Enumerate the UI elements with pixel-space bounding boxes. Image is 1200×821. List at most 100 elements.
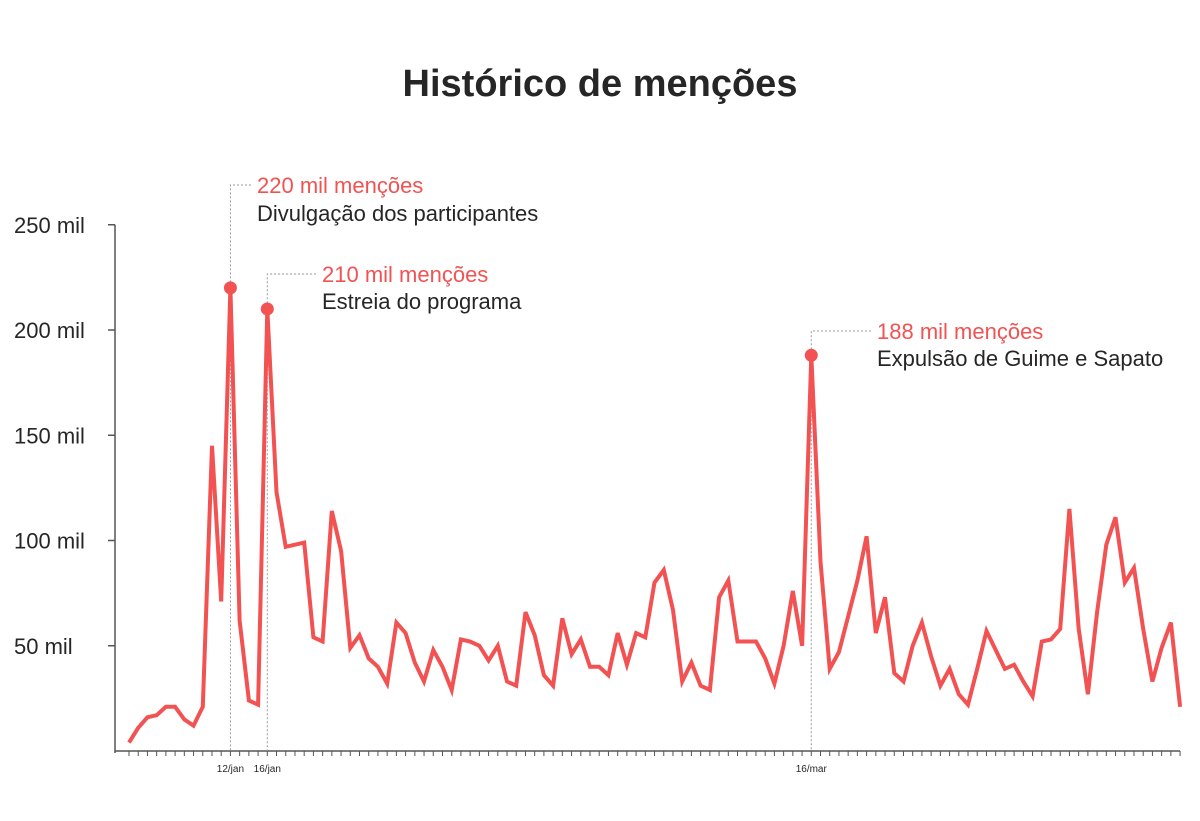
data-point bbox=[819, 560, 822, 563]
data-point bbox=[1059, 627, 1062, 630]
data-point bbox=[736, 640, 739, 643]
data-point bbox=[782, 644, 785, 647]
data-point bbox=[1040, 640, 1043, 643]
data-point bbox=[506, 680, 509, 683]
data-point bbox=[865, 535, 868, 538]
data-point bbox=[358, 634, 361, 637]
data-point bbox=[257, 703, 260, 706]
data-point bbox=[155, 714, 158, 717]
data-point bbox=[1123, 581, 1126, 584]
y-tick-label: 50 mil bbox=[14, 634, 73, 659]
data-point bbox=[985, 630, 988, 633]
data-point bbox=[948, 667, 951, 670]
annotations: 220 mil menções Divulgação dos participan… bbox=[223, 173, 1163, 371]
data-point bbox=[635, 632, 638, 635]
data-point bbox=[745, 640, 748, 643]
data-point bbox=[183, 718, 186, 721]
peak-marker bbox=[223, 281, 237, 295]
data-point bbox=[1114, 516, 1117, 519]
data-point bbox=[533, 634, 536, 637]
data-point bbox=[653, 581, 656, 584]
data-point bbox=[220, 600, 223, 603]
data-point bbox=[552, 684, 555, 687]
data-point bbox=[570, 653, 573, 656]
data-point bbox=[487, 659, 490, 662]
data-point bbox=[598, 665, 601, 668]
annotation-leaders bbox=[229, 184, 871, 751]
data-point bbox=[496, 644, 499, 647]
data-point bbox=[791, 590, 794, 593]
data-point bbox=[321, 640, 324, 643]
annotation-value-label: 220 mil menções bbox=[257, 173, 423, 198]
data-point bbox=[349, 646, 352, 649]
data-point bbox=[376, 665, 379, 668]
data-point bbox=[247, 699, 250, 702]
data-point bbox=[828, 667, 831, 670]
data-point bbox=[579, 638, 582, 641]
chart-title: Histórico de menções bbox=[403, 63, 798, 105]
data-point bbox=[718, 596, 721, 599]
data-point bbox=[1068, 507, 1071, 510]
data-point bbox=[727, 579, 730, 582]
data-point bbox=[524, 611, 527, 614]
data-point bbox=[1013, 663, 1016, 666]
data-point bbox=[837, 651, 840, 654]
annotation-leader-line bbox=[229, 184, 251, 751]
data-point bbox=[330, 510, 333, 513]
x-tick-label: 16/jan bbox=[254, 764, 281, 775]
data-point bbox=[413, 661, 416, 664]
data-point bbox=[801, 644, 804, 647]
data-point bbox=[432, 648, 435, 651]
data-point bbox=[478, 644, 481, 647]
y-tick-label: 100 mil bbox=[14, 529, 85, 554]
data-point bbox=[1003, 667, 1006, 670]
data-point bbox=[967, 703, 970, 706]
data-point bbox=[911, 644, 914, 647]
data-point bbox=[607, 674, 610, 677]
data-point bbox=[644, 636, 647, 639]
data-point bbox=[939, 684, 942, 687]
data-point bbox=[303, 541, 306, 544]
data-point bbox=[469, 640, 472, 643]
data-point bbox=[284, 545, 287, 548]
data-point bbox=[893, 672, 896, 675]
data-point bbox=[1169, 621, 1172, 624]
peak-marker bbox=[804, 348, 818, 362]
data-point bbox=[459, 638, 462, 641]
data-point bbox=[1142, 627, 1145, 630]
data-point bbox=[699, 684, 702, 687]
annotation-value-label: 188 mil menções bbox=[877, 319, 1043, 344]
data-point bbox=[1105, 543, 1108, 546]
data-point bbox=[708, 688, 711, 691]
peak-marker bbox=[260, 302, 274, 316]
data-point bbox=[1050, 638, 1053, 641]
data-point bbox=[1022, 680, 1025, 683]
data-point bbox=[210, 444, 213, 447]
data-point bbox=[690, 661, 693, 664]
annotation-value-label: 210 mil menções bbox=[322, 262, 488, 287]
data-point bbox=[681, 680, 684, 683]
data-point bbox=[174, 705, 177, 708]
data-point bbox=[128, 741, 131, 744]
annotation-description: Expulsão de Guime e Sapato bbox=[877, 346, 1163, 371]
data-point bbox=[192, 724, 195, 727]
annotation-description: Estreia do programa bbox=[322, 289, 522, 314]
y-tick-label: 250 mil bbox=[14, 213, 85, 238]
data-point bbox=[662, 568, 665, 571]
data-point bbox=[386, 682, 389, 685]
data-point bbox=[847, 615, 850, 618]
data-point bbox=[1179, 705, 1182, 708]
data-point bbox=[137, 726, 140, 729]
data-point bbox=[404, 632, 407, 635]
data-point bbox=[450, 688, 453, 691]
data-point bbox=[1077, 627, 1080, 630]
data-point bbox=[561, 617, 564, 620]
data-point bbox=[423, 680, 426, 683]
data-point bbox=[1031, 695, 1034, 698]
y-tick-label: 200 mil bbox=[14, 318, 85, 343]
data-point bbox=[1132, 566, 1135, 569]
data-point bbox=[201, 705, 204, 708]
data-point bbox=[1151, 680, 1154, 683]
data-point bbox=[976, 667, 979, 670]
x-tick-label: 12/jan bbox=[217, 764, 244, 775]
